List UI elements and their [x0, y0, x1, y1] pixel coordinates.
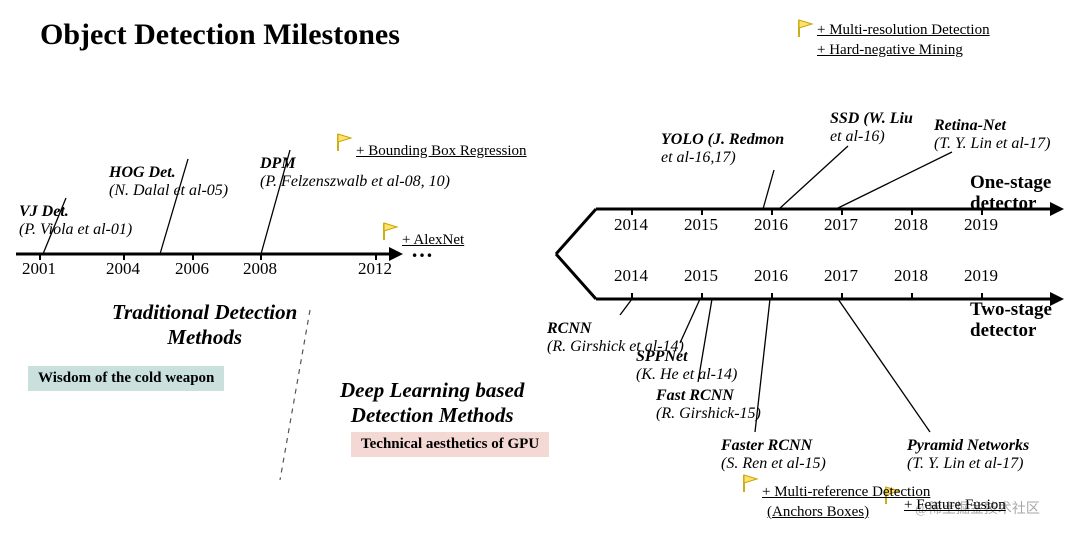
badge-gpu: Technical aesthetics of GPU	[351, 432, 549, 457]
axis-bot-tick-2: 2016	[754, 266, 788, 286]
axis-top-tick-1: 2015	[684, 215, 718, 235]
axis-top-tick-4: 2018	[894, 215, 928, 235]
flag-note-3-b: (Anchors Boxes)	[767, 504, 869, 521]
axis-bot-tick-4: 2018	[894, 266, 928, 286]
branch-one-stage: One-stagedetector	[970, 173, 1051, 215]
flag-note-2-b: + Hard-negative Mining	[817, 42, 963, 59]
milestone-left-1: HOG Det.(N. Dalal et al-05)	[109, 164, 228, 201]
milestone-top-0: YOLO (J. Redmonet al-16,17)	[661, 131, 784, 168]
flag-note-0: + Bounding Box Regression	[356, 143, 527, 160]
section-deep: Deep Learning basedDetection Methods	[340, 378, 524, 428]
section-traditional: Traditional DetectionMethods	[112, 300, 297, 350]
watermark: @稀土掘金技术社区	[915, 498, 1040, 518]
milestone-bot-1: SPPNet(K. He et al-14)	[636, 348, 737, 385]
axis-top-tick-0: 2014	[614, 215, 648, 235]
axis-top-tick-5: 2019	[964, 215, 998, 235]
axis-main-tick-0: 2001	[22, 259, 56, 279]
axis-bot-tick-1: 2015	[684, 266, 718, 286]
diagram-root: { "title":{"text":"Object Detection Mile…	[0, 0, 1080, 533]
milestone-bot-3: Faster RCNN(S. Ren et al-15)	[721, 437, 826, 474]
milestone-bot-4: Pyramid Networks(T. Y. Lin et al-17)	[907, 437, 1029, 474]
axis-main-tick-2: 2006	[175, 259, 209, 279]
axis-top-tick-2: 2016	[754, 215, 788, 235]
axis-main-tick-4: 2012	[358, 259, 392, 279]
axis-bot-tick-3: 2017	[824, 266, 858, 286]
branch-two-stage: Two-stagedetector	[970, 300, 1052, 342]
axis-bot-tick-0: 2014	[614, 266, 648, 286]
milestone-bot-2: Fast RCNN(R. Girshick-15)	[656, 387, 761, 424]
axis-main-tick-3: 2008	[243, 259, 277, 279]
axis-top-tick-3: 2017	[824, 215, 858, 235]
axis-main-tick-1: 2004	[106, 259, 140, 279]
axis-bot-tick-5: 2019	[964, 266, 998, 286]
badge-cold-weapon: Wisdom of the cold weapon	[28, 366, 224, 391]
page-title: Object Detection Milestones	[40, 18, 400, 52]
flag-note-1: + AlexNet	[402, 232, 464, 249]
milestone-top-1: SSD (W. Liuet al-16)	[830, 110, 913, 147]
milestone-top-2: Retina-Net(T. Y. Lin et al-17)	[934, 117, 1050, 154]
flag-note-2: + Multi-resolution Detection	[817, 22, 990, 39]
milestone-left-0: VJ Det.(P. Viola et al-01)	[19, 203, 132, 240]
milestone-left-2: DPM(P. Felzenszwalb et al-08, 10)	[260, 155, 450, 192]
